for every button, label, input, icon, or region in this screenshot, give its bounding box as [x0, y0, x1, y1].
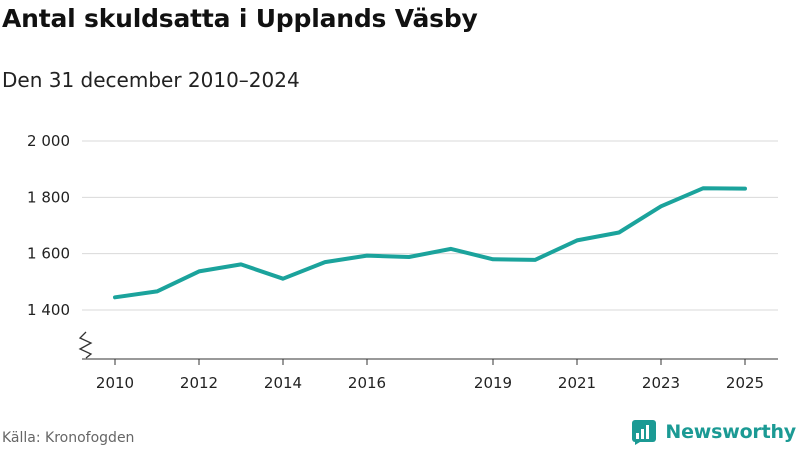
data-point — [449, 247, 453, 251]
data-points — [113, 186, 747, 299]
data-point — [197, 269, 201, 273]
x-tick-label: 2023 — [642, 374, 680, 392]
data-point — [491, 257, 495, 261]
x-tick-label: 2014 — [264, 374, 302, 392]
x-tick-label: 2010 — [96, 374, 134, 392]
x-tick-label: 2016 — [348, 374, 386, 392]
chart-title: Antal skuldsatta i Upplands Väsby — [2, 4, 478, 33]
data-point — [365, 254, 369, 258]
source-note: Källa: Kronofogden — [2, 430, 135, 446]
axis-break-icon — [78, 331, 93, 359]
data-point — [617, 231, 621, 235]
y-tick-label: 1 600 — [27, 245, 70, 263]
gridlines — [82, 140, 778, 311]
data-point — [113, 295, 117, 299]
data-point — [743, 187, 747, 191]
brand-logo: Newsworthy — [631, 419, 796, 445]
x-tick-label: 2021 — [558, 374, 596, 392]
x-tick-label: 2025 — [726, 374, 764, 392]
data-point — [239, 262, 243, 266]
data-point — [155, 289, 159, 293]
y-tick-label: 2 000 — [27, 132, 70, 150]
y-tick-label: 1 400 — [27, 301, 70, 319]
x-axis-ticks: 2010 2012 2014 2016 2019 2021 2023 2025 — [96, 359, 764, 392]
data-point — [659, 204, 663, 208]
data-point — [407, 255, 411, 259]
y-tick-label: 1 800 — [27, 188, 70, 206]
bar-chart-logo-icon — [632, 420, 657, 445]
x-tick-label: 2019 — [474, 374, 512, 392]
data-point — [533, 258, 537, 262]
y-axis-ticks: 1 400 1 600 1 800 2 000 — [27, 132, 70, 319]
brand-name: Newsworthy — [665, 421, 796, 443]
x-tick-label: 2012 — [180, 374, 218, 392]
data-point — [701, 186, 705, 190]
data-point — [323, 260, 327, 264]
data-point — [575, 238, 579, 242]
chart-subtitle: Den 31 december 2010–2024 — [2, 68, 300, 92]
data-point — [281, 277, 285, 281]
series-line-antal-skuldsatta — [113, 186, 747, 300]
